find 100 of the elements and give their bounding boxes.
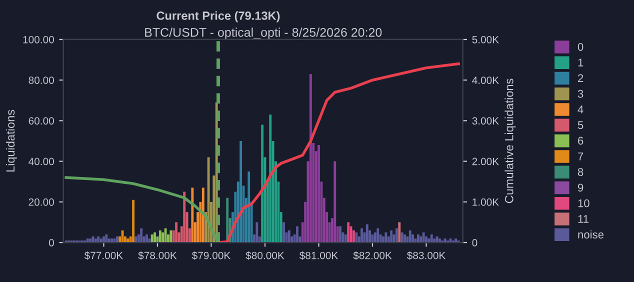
legend-label: 5 — [578, 121, 584, 130]
bar — [347, 222, 350, 243]
x-tick-label: $80.00K — [246, 251, 284, 260]
bar — [384, 232, 388, 243]
bar — [108, 238, 110, 243]
y-tick-label: 100.00 — [23, 36, 54, 44]
bar — [408, 230, 412, 243]
bar — [390, 230, 393, 243]
bar — [454, 238, 458, 243]
bar — [296, 226, 298, 243]
bar — [355, 232, 358, 243]
bar — [339, 226, 342, 243]
bar — [374, 232, 376, 243]
bar — [102, 236, 105, 243]
y-tick-label: 0 — [48, 239, 54, 246]
bar — [344, 234, 347, 243]
bar — [352, 230, 355, 243]
y-tick-label: 20.00 — [28, 198, 54, 206]
bar — [376, 228, 380, 243]
ref-line-label: Current Price (79.13K) — [156, 11, 280, 22]
bar — [191, 188, 194, 243]
legend-label: 4 — [578, 106, 584, 114]
bar — [170, 230, 172, 243]
bar — [400, 232, 404, 243]
bar — [412, 234, 414, 243]
y2-axis-title: Cumulative Liquidations — [504, 78, 516, 204]
bar — [318, 145, 320, 243]
bar — [416, 234, 420, 243]
bar — [162, 232, 164, 243]
bar — [146, 234, 148, 243]
bar — [404, 234, 406, 243]
bar — [288, 230, 290, 243]
x-tick-label: $79.00K — [192, 251, 231, 260]
bar — [398, 222, 401, 243]
bar — [148, 238, 151, 243]
y2-tick-label: 2.00K — [472, 158, 499, 166]
bar — [248, 171, 250, 243]
x-tick-label: $83.00K — [406, 251, 446, 260]
legend-label: 7 — [578, 152, 584, 160]
bar — [183, 192, 186, 243]
bar — [202, 188, 204, 243]
bar — [395, 228, 398, 243]
bar — [444, 238, 446, 243]
bar — [240, 141, 242, 243]
legend-label: 9 — [578, 184, 584, 192]
bar — [256, 222, 258, 243]
bar — [433, 238, 436, 243]
bar — [126, 238, 130, 243]
bar — [154, 232, 156, 243]
bar — [261, 124, 264, 243]
bar — [132, 200, 134, 243]
bar — [309, 74, 312, 243]
bar — [428, 238, 430, 243]
y2-tick-label: 4.00K — [472, 76, 499, 84]
y2-tick-label: 3.00K — [472, 117, 499, 125]
bar — [430, 234, 433, 243]
bar — [422, 232, 425, 243]
legend-label: 1 — [578, 58, 584, 66]
x-tick-label: $77.00K — [84, 251, 124, 260]
legend-label: 2 — [578, 74, 584, 82]
y-tick-label: 60.00 — [28, 117, 54, 125]
legend-label: 8 — [578, 168, 584, 176]
bar — [94, 238, 97, 243]
x-tick-label: $78.00K — [138, 251, 177, 260]
bar — [140, 228, 143, 243]
bar — [420, 236, 422, 243]
bar — [175, 222, 178, 243]
bar — [105, 234, 108, 243]
x-tick-label: $81.00K — [299, 251, 338, 260]
legend-label: 10 — [578, 199, 590, 208]
y-tick-label: 40.00 — [28, 158, 54, 166]
bar — [110, 238, 113, 243]
bar — [97, 236, 100, 243]
y2-tick-label: 1.00K — [472, 198, 499, 206]
bar — [425, 236, 428, 243]
legend-label: 6 — [578, 136, 584, 145]
legend-label: 11 — [578, 215, 588, 223]
legend-label: 3 — [578, 90, 584, 98]
bar — [269, 114, 272, 243]
bar — [150, 234, 154, 243]
bar — [360, 228, 363, 243]
y-axis-title: Liquidations — [6, 110, 17, 172]
chart-title: BTC/USDT - optical_opti - 8/25/2026 20:20 — [145, 28, 382, 40]
bar — [438, 238, 441, 243]
legend-label: noise — [578, 230, 604, 239]
legend-label: 0 — [578, 42, 584, 51]
x-tick-label: $82.00K — [353, 251, 392, 260]
bar — [158, 230, 162, 243]
y-tick-label: 80.00 — [28, 76, 54, 84]
bar — [89, 238, 92, 243]
bar — [366, 224, 368, 243]
bar — [207, 157, 210, 243]
bar — [282, 222, 286, 243]
bar — [86, 238, 89, 243]
y2-tick-label: 0 — [472, 239, 478, 246]
bar — [334, 161, 336, 243]
bar — [382, 236, 384, 243]
bar — [449, 238, 452, 243]
bar — [116, 236, 118, 243]
y2-tick-label: 5.00K — [472, 36, 499, 44]
